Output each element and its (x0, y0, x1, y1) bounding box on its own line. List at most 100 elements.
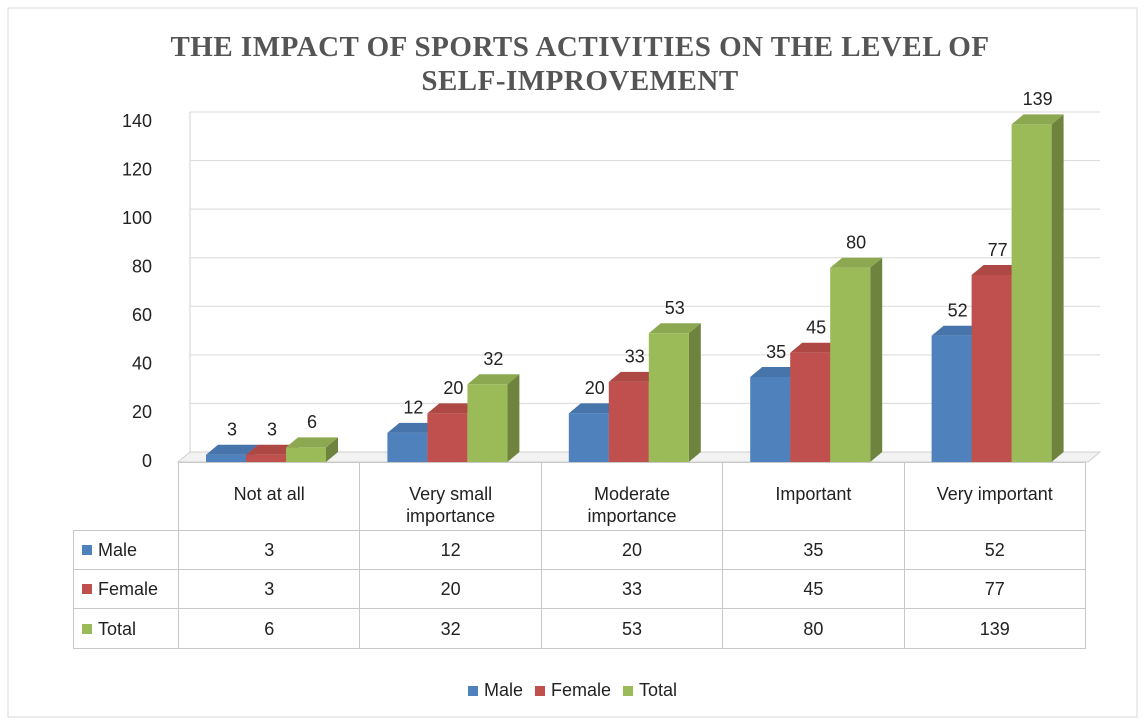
y-tick-label: 60 (132, 305, 152, 325)
table-value: 53 (540, 608, 724, 649)
bar (206, 454, 246, 462)
data-label: 80 (846, 232, 866, 252)
table-row-name: Male (73, 530, 179, 570)
data-label: 77 (988, 240, 1008, 260)
legend-key (623, 686, 633, 696)
bar-top (206, 444, 258, 455)
bar (931, 335, 972, 462)
legend-key (82, 584, 92, 594)
bar-top (931, 325, 984, 336)
bar-top (246, 444, 298, 455)
legend-key (534, 686, 545, 696)
legend-key (467, 686, 478, 696)
table-value: 139 (903, 608, 1086, 649)
legend-key (82, 623, 92, 634)
table-row-label: Male (98, 540, 138, 560)
chart-frame (7, 7, 1138, 718)
x-tick-label: Very small importance (359, 462, 542, 531)
legend-label: Female (550, 680, 611, 700)
legend-item: Male (467, 680, 523, 700)
x-tick-label: Not at all (178, 462, 361, 531)
legend-key (82, 545, 92, 555)
data-label: 45 (806, 317, 826, 337)
data-label: 6 (307, 412, 317, 432)
bar-top (790, 342, 843, 353)
bar-side (688, 323, 701, 462)
table-value: 45 (722, 569, 905, 609)
bar (286, 447, 326, 462)
bar (830, 267, 871, 462)
chart-title: THE IMPACT OF SPORTS ACTIVITIES ON THE L… (170, 31, 990, 97)
y-tick-label: 120 (122, 159, 152, 179)
data-label: 12 (403, 398, 423, 418)
bar (467, 384, 508, 462)
data-label: 20 (585, 378, 605, 398)
bar (648, 333, 689, 462)
table-value: 6 (178, 608, 361, 649)
bar-side (507, 374, 520, 462)
bar-top (1011, 114, 1064, 125)
x-tick-label: Very important (903, 462, 1086, 531)
x-tick-label: Important (722, 462, 905, 531)
y-tick-label: 40 (132, 354, 152, 374)
data-label: 3 (267, 419, 277, 439)
bar-top (467, 374, 520, 385)
table-value: 32 (359, 608, 542, 649)
bar (427, 413, 468, 462)
data-label: 33 (625, 347, 645, 367)
legend-label: Total (639, 680, 678, 700)
y-tick-label: 0 (142, 451, 152, 471)
bar-top (830, 257, 883, 268)
data-label: 52 (948, 300, 968, 320)
bar-top (387, 422, 440, 433)
bar-top (608, 371, 661, 382)
table-value: 20 (540, 530, 724, 570)
table-value: 33 (540, 569, 724, 609)
table-value: 80 (722, 608, 905, 649)
data-label: 35 (766, 342, 786, 362)
bar (568, 413, 609, 462)
y-tick-label: 20 (132, 402, 152, 422)
data-label: 3 (227, 419, 237, 439)
bar-top (568, 403, 621, 414)
table-value: 52 (903, 530, 1086, 570)
data-label: 139 (1023, 89, 1053, 109)
table-row-label: Total (98, 618, 137, 639)
table-row-name: Female (73, 569, 179, 609)
y-tick-label: 80 (132, 256, 152, 276)
table-row-label: Female (98, 579, 159, 599)
bar (790, 352, 831, 462)
data-label: 53 (665, 298, 685, 318)
table-value: 12 (359, 530, 542, 570)
table-value: 3 (178, 530, 361, 570)
x-tick-label: Moderate importance (540, 462, 724, 531)
bar (608, 381, 649, 462)
bar (1011, 124, 1052, 462)
bar-top (750, 367, 803, 377)
y-tick-label: 100 (122, 208, 152, 228)
bar-top (648, 323, 701, 334)
data-label: 20 (443, 378, 463, 398)
table-row-name: Total (73, 608, 179, 649)
bar (750, 377, 791, 462)
y-tick-label: 140 (122, 111, 152, 131)
bar-side (870, 257, 883, 462)
bar-side (1051, 114, 1064, 462)
data-label: 32 (483, 349, 503, 369)
table-value: 35 (722, 530, 905, 570)
bar-top (971, 265, 1024, 275)
legend-item: Total (623, 680, 677, 700)
bar (246, 454, 286, 462)
table-value: 20 (359, 569, 542, 609)
bar-side (326, 437, 338, 462)
table-value: 3 (178, 569, 361, 609)
legend-item: Female (534, 680, 611, 700)
legend-label: Male (483, 680, 523, 700)
table-value: 77 (903, 569, 1086, 609)
bar (971, 275, 1012, 462)
bar (387, 432, 428, 462)
bar-top (286, 437, 338, 448)
legend: Male Female Total (0, 680, 1145, 701)
